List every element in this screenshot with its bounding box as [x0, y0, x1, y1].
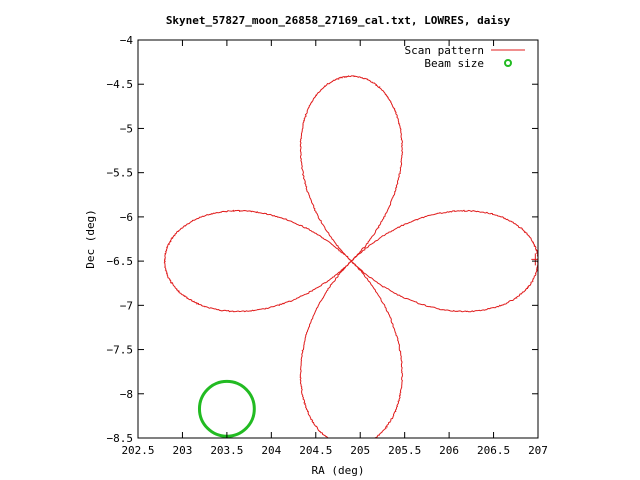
legend: Scan pattern Beam size [405, 44, 525, 70]
y-tick-label: −7 [120, 299, 133, 312]
series-scan-pattern [163, 75, 538, 438]
x-tick-label: 206.5 [477, 444, 510, 457]
legend-swatch-beam-size [504, 59, 512, 67]
y-tick-label: −7.5 [107, 344, 134, 357]
chart-title: Skynet_57827_moon_26858_27169_cal.txt, L… [166, 14, 511, 27]
y-axis-ticks: −4 −4.5 −5 −5.5 −6 −6.5 −7 −7.5 −8 −8.5 [107, 34, 538, 445]
x-tick-label: 203 [173, 444, 193, 457]
y-tick-label: −8.5 [107, 432, 134, 445]
x-tick-label: 205 [350, 444, 370, 457]
x-tick-label: 204.5 [299, 444, 332, 457]
x-tick-label: 203.5 [210, 444, 243, 457]
y-tick-label: −5 [120, 122, 133, 135]
x-tick-label: 204 [261, 444, 281, 457]
x-axis-ticks: 202.5 203 203.5 204 204.5 205 205.5 206 206.5 207 [121, 40, 548, 457]
y-tick-label: −8 [120, 388, 133, 401]
y-tick-label: −4 [120, 34, 134, 47]
x-tick-label: 206 [439, 444, 459, 457]
y-tick-label: −5.5 [107, 167, 134, 180]
x-axis-label: RA (deg) [312, 464, 365, 477]
x-tick-label: 207 [528, 444, 548, 457]
x-tick-label: 205.5 [388, 444, 421, 457]
y-tick-label: −6 [120, 211, 133, 224]
plot-frame [137, 39, 539, 439]
y-axis-label: Dec (deg) [84, 209, 97, 269]
y-tick-label: −4.5 [107, 78, 134, 91]
y-tick-label: −6.5 [107, 255, 134, 268]
legend-label-scan-pattern: Scan pattern [405, 44, 484, 57]
legend-label-beam-size: Beam size [424, 57, 484, 70]
x-tick-label: 202.5 [121, 444, 154, 457]
